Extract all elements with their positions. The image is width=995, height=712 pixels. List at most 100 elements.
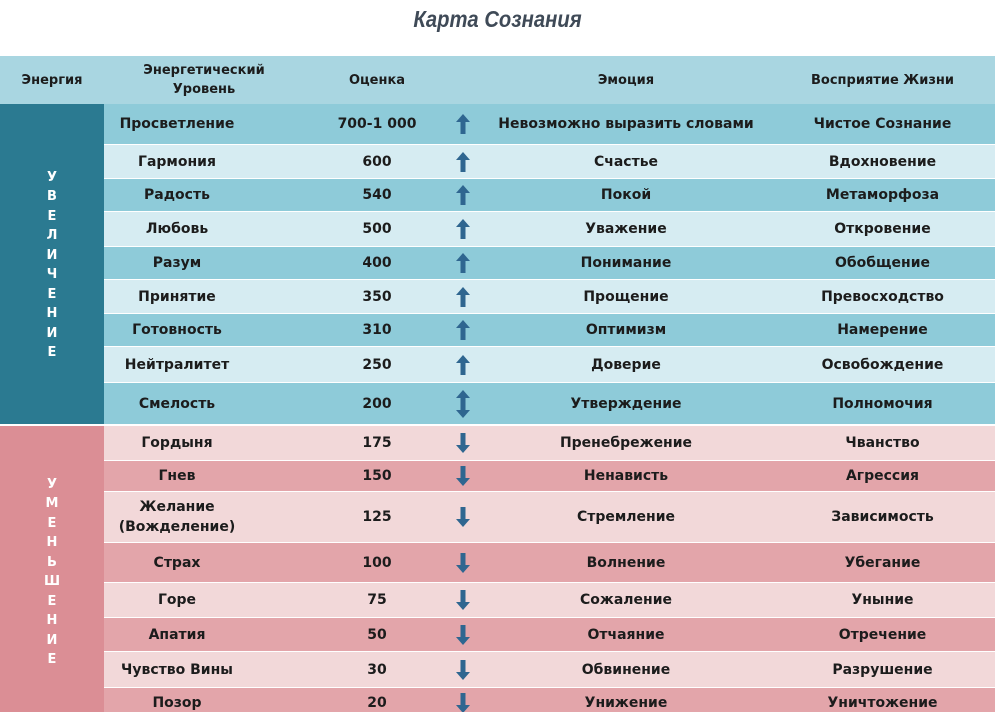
emotion-cell: Обвинение — [581, 661, 671, 678]
arrow-down-icon — [418, 461, 508, 491]
score-cell: 350 — [362, 288, 392, 305]
life-perception-cell: Убегание — [844, 554, 921, 571]
level-cell: Позор — [152, 695, 202, 711]
table-row: Принятие 350 Прощение Превосходство — [104, 280, 995, 313]
life-perception-cell: Отречение — [838, 626, 927, 643]
life-perception-cell: Полномочия — [832, 395, 933, 412]
life-perception-cell: Метаморфоза — [825, 187, 940, 203]
score-cell: 600 — [362, 153, 392, 170]
arrow-down-icon — [418, 652, 508, 687]
emotion-cell: Пренебрежение — [559, 435, 693, 451]
score-cell: 200 — [362, 395, 392, 412]
level-cell: Чувство Вины — [121, 661, 233, 678]
section-divider — [0, 424, 995, 426]
table-row: Радость 540 Покой Метаморфоза — [104, 179, 995, 211]
table-row: Гнев 150 Ненависть Агрессия — [104, 461, 995, 491]
table-row: Смелость 200 Утверждение Полномочия — [104, 383, 995, 424]
score-cell: 400 — [362, 255, 392, 271]
score-cell: 100 — [362, 554, 392, 571]
life-perception-cell: Превосходство — [821, 288, 944, 305]
table-row: Разум 400 Понимание Обобщение — [104, 247, 995, 279]
life-perception-cell: Агрессия — [845, 468, 920, 484]
score-cell: 20 — [367, 695, 387, 711]
emotion-cell: Покой — [600, 187, 652, 203]
arrow-down-icon — [418, 583, 508, 617]
arrow-up-icon — [418, 145, 508, 178]
table-row: Просветление 700-1 000 Невозможно выразить… — [104, 104, 995, 144]
score-cell: 175 — [362, 435, 392, 451]
table-row: Апатия 50 Отчаяние Отречение — [104, 618, 995, 651]
arrow-down-icon — [418, 618, 508, 651]
emotion-cell: Унижение — [584, 695, 668, 711]
life-perception-cell: Чистое Сознание — [813, 116, 952, 132]
level-cell: Желание (Вожделение) — [118, 499, 236, 535]
level-cell: Горе — [157, 592, 197, 608]
table-row: Нейтралитет 250 Доверие Освобождение — [104, 347, 995, 382]
level-cell: Гнев — [158, 468, 196, 484]
emotion-cell: Прощение — [583, 288, 669, 305]
table-row: Чувство Вины 30 Обвинение Разрушение — [104, 652, 995, 687]
level-cell: Любовь — [145, 221, 209, 237]
header-score: Оценка — [348, 72, 406, 88]
table-row: Страх 100 Волнение Убегание — [104, 543, 995, 582]
arrow-up-icon — [418, 212, 508, 246]
emotion-cell: Счастье — [593, 153, 659, 170]
level-cell: Гармония — [138, 153, 216, 170]
level-cell: Апатия — [148, 626, 206, 643]
level-cell: Радость — [144, 187, 210, 203]
level-cell: Нейтралитет — [124, 356, 230, 373]
table-row: Готовность 310 Оптимизм Намерение — [104, 314, 995, 346]
level-cell: Просветление — [119, 116, 235, 132]
arrow-down-icon — [418, 688, 508, 712]
arrow-down-icon — [418, 492, 508, 542]
arrow-up-icon — [418, 104, 508, 144]
arrow-up-icon — [418, 280, 508, 313]
level-cell: Принятие — [138, 288, 216, 305]
emotion-cell: Понимание — [580, 255, 672, 271]
table-header: Энергия Энергетический Уровень Оценка Эм… — [0, 56, 995, 104]
table-row: Гармония 600 Счастье Вдохновение — [104, 145, 995, 178]
score-cell: 30 — [367, 661, 387, 678]
consciousness-table: Энергия Энергетический Уровень Оценка Эм… — [0, 56, 995, 712]
score-cell: 700-1 000 — [337, 116, 417, 132]
life-perception-cell: Намерение — [837, 322, 928, 338]
arrow-up-down-icon — [418, 383, 508, 424]
header-life: Восприятие Жизни — [811, 72, 954, 88]
level-cell: Смелость — [138, 395, 216, 412]
level-cell: Гордыня — [141, 435, 213, 451]
emotion-cell: Сожаление — [580, 592, 672, 608]
emotion-cell: Ненависть — [583, 468, 669, 484]
life-perception-cell: Уничтожение — [827, 695, 938, 711]
life-perception-cell: Вдохновение — [828, 153, 937, 170]
arrow-up-icon — [418, 179, 508, 211]
life-perception-cell: Откровение — [834, 221, 931, 237]
arrow-up-icon — [418, 347, 508, 382]
emotion-cell: Доверие — [591, 356, 661, 373]
emotion-cell: Оптимизм — [585, 322, 667, 338]
page-title: Карта Сознания — [413, 6, 582, 32]
life-perception-cell: Освобождение — [821, 356, 944, 373]
level-cell: Готовность — [132, 322, 222, 338]
score-cell: 540 — [362, 187, 392, 203]
emotion-cell: Стремление — [576, 509, 676, 525]
score-cell: 75 — [367, 592, 387, 608]
score-cell: 250 — [362, 356, 392, 373]
emotion-cell: Утверждение — [570, 395, 682, 412]
score-cell: 310 — [362, 322, 392, 338]
table-row: Позор 20 Унижение Уничтожение — [104, 688, 995, 712]
emotion-cell: Отчаяние — [587, 626, 665, 643]
score-cell: 500 — [362, 221, 392, 237]
life-perception-cell: Разрушение — [832, 661, 933, 678]
emotion-cell: Уважение — [585, 221, 667, 237]
header-energy: Энергия — [21, 72, 83, 88]
arrow-up-icon — [418, 314, 508, 346]
table-row: Гордыня 175 Пренебрежение Чванство — [104, 426, 995, 460]
score-cell: 125 — [362, 509, 392, 525]
header-level: Энергетический Уровень — [143, 63, 265, 97]
table-row: Горе 75 Сожаление Уныние — [104, 583, 995, 617]
life-perception-cell: Уныние — [851, 592, 914, 608]
level-cell: Страх — [153, 554, 201, 571]
arrow-up-icon — [418, 247, 508, 279]
